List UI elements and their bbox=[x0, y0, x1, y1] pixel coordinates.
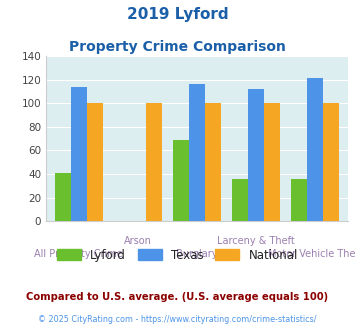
Bar bbox=[291, 179, 307, 221]
Bar bbox=[323, 103, 339, 221]
Text: © 2025 CityRating.com - https://www.cityrating.com/crime-statistics/: © 2025 CityRating.com - https://www.city… bbox=[38, 315, 317, 324]
Bar bbox=[205, 103, 221, 221]
Legend: Lyford, Texas, National: Lyford, Texas, National bbox=[53, 244, 302, 266]
Bar bbox=[55, 173, 71, 221]
Bar bbox=[307, 79, 323, 221]
Bar bbox=[173, 140, 189, 221]
Bar bbox=[264, 103, 280, 221]
Text: All Property Crime: All Property Crime bbox=[34, 249, 123, 259]
Bar bbox=[71, 87, 87, 221]
Bar bbox=[87, 103, 103, 221]
Bar bbox=[232, 179, 248, 221]
Text: Motor Vehicle Theft: Motor Vehicle Theft bbox=[268, 249, 355, 259]
Bar bbox=[189, 84, 205, 221]
Text: Property Crime Comparison: Property Crime Comparison bbox=[69, 40, 286, 53]
Text: Compared to U.S. average. (U.S. average equals 100): Compared to U.S. average. (U.S. average … bbox=[26, 292, 329, 302]
Bar bbox=[146, 103, 162, 221]
Text: Arson: Arson bbox=[124, 236, 152, 246]
Text: 2019 Lyford: 2019 Lyford bbox=[127, 7, 228, 21]
Text: Burglary: Burglary bbox=[176, 249, 218, 259]
Text: Larceny & Theft: Larceny & Theft bbox=[217, 236, 295, 246]
Bar bbox=[248, 89, 264, 221]
